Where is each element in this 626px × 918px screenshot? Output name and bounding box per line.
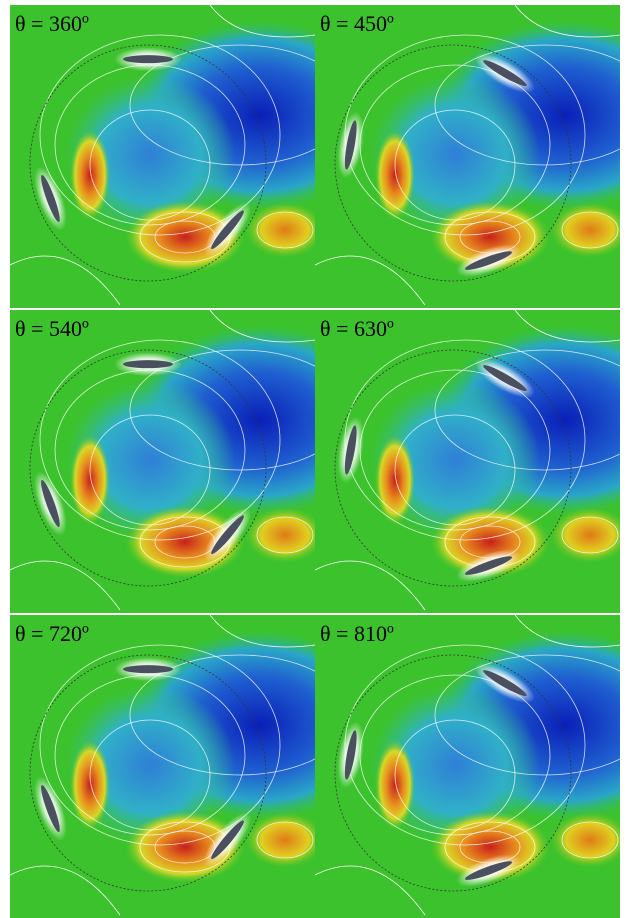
blade: [41, 174, 60, 223]
panel: θ = 450º: [315, 5, 620, 308]
field: [315, 5, 620, 308]
warm-blob: [550, 202, 620, 258]
contour: [39, 34, 281, 236]
blade: [211, 210, 244, 250]
warm-blob: [550, 507, 620, 563]
contour: [89, 109, 211, 221]
panel-label: θ = 720º: [15, 621, 89, 646]
blade: [211, 515, 244, 555]
warm-blob: [245, 202, 315, 258]
hot-blob: [430, 506, 550, 578]
contour: [315, 5, 620, 306]
contour: [10, 5, 315, 306]
warm-blob: [550, 812, 620, 868]
hot-blob: [375, 435, 415, 525]
panel: θ = 810º: [315, 615, 620, 918]
rotor-path: [334, 349, 572, 587]
field: [10, 310, 315, 613]
panel-label: θ = 450º: [320, 11, 394, 36]
field: [315, 310, 620, 613]
rotor-path: [334, 44, 572, 282]
field: [10, 615, 315, 918]
blade: [464, 861, 513, 880]
hot-blob: [430, 811, 550, 883]
blade: [344, 425, 357, 475]
rotor-path: [29, 349, 267, 587]
blade: [483, 365, 527, 392]
contour: [561, 821, 619, 859]
hot-blob: [375, 130, 415, 220]
contour: [129, 349, 315, 471]
hot-blob: [375, 740, 415, 830]
panel: θ = 360º: [10, 5, 315, 308]
contour: [561, 516, 619, 554]
contour: [434, 654, 620, 776]
contour: [256, 516, 314, 554]
rotor-path: [29, 654, 267, 892]
warm-blob: [245, 507, 315, 563]
warm-blob: [245, 812, 315, 868]
blade: [211, 820, 244, 860]
field: [10, 5, 315, 308]
contour: [434, 349, 620, 471]
panel-label: θ = 810º: [320, 621, 394, 646]
hot-blob: [70, 435, 110, 525]
contour: [89, 414, 211, 526]
contour: [394, 719, 516, 831]
contour: [434, 44, 620, 166]
field: [315, 615, 620, 918]
hot-blob: [70, 740, 110, 830]
blade: [344, 120, 357, 170]
contour: [256, 211, 314, 249]
contour: [39, 339, 281, 541]
panel: θ = 720º: [10, 615, 315, 918]
blade: [123, 360, 173, 369]
contour: [561, 211, 619, 249]
blade: [464, 556, 513, 575]
contour: [39, 644, 281, 846]
contour: [129, 44, 315, 166]
blade: [344, 730, 357, 780]
contour: [129, 654, 315, 776]
blade: [483, 670, 527, 697]
contour: [315, 615, 620, 916]
hot-blob: [430, 201, 550, 273]
rotor-path: [29, 44, 267, 282]
panel: θ = 540º: [10, 310, 315, 613]
panel: θ = 630º: [315, 310, 620, 613]
rotor-path: [334, 654, 572, 892]
panel-label: θ = 630º: [320, 316, 394, 341]
hot-blob: [70, 130, 110, 220]
blade: [123, 55, 173, 64]
blade: [464, 251, 513, 270]
blade: [41, 479, 60, 528]
blade: [123, 665, 173, 674]
contour: [89, 719, 211, 831]
panel-label: θ = 360º: [15, 11, 89, 36]
contour: [10, 310, 315, 611]
contour: [394, 109, 516, 221]
contour: [394, 414, 516, 526]
panel-label: θ = 540º: [15, 316, 89, 341]
contour: [256, 821, 314, 859]
contour: [315, 310, 620, 611]
blade: [41, 784, 60, 833]
blade: [483, 60, 527, 87]
contour: [10, 615, 315, 916]
